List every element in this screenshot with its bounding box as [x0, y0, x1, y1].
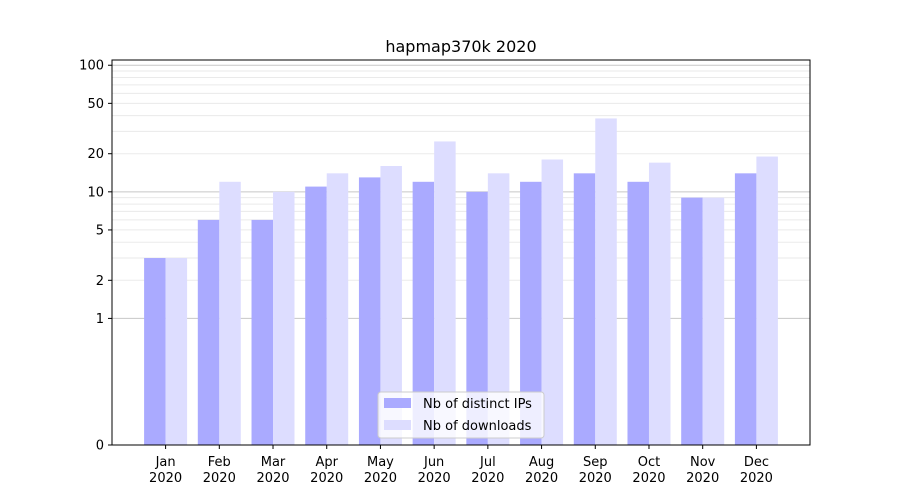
legend-label-distinct-ips: Nb of distinct IPs: [423, 397, 532, 412]
bar-nb-of-downloads-feb: [219, 181, 241, 445]
y-tick-label: 20: [87, 147, 104, 162]
x-axis-ticks: Jan 2020 Feb 2020 Mar 2020 Apr 2020 May 2020 Jun 20…: [149, 445, 773, 486]
y-axis-ticks: 0 1 2 5 10 20 50 100: [79, 59, 112, 454]
x-tick-label-dec: Dec 2020: [740, 455, 773, 486]
bar-nb-of-downloads-sep: [595, 118, 617, 445]
bar-nb-of-distinct-ips-aug: [520, 181, 542, 445]
bar-nb-of-downloads-jun: [434, 141, 456, 445]
bar-nb-of-distinct-ips-jan: [144, 258, 166, 445]
legend-label-downloads: Nb of downloads: [423, 419, 532, 434]
y-tick-label: 1: [96, 312, 104, 327]
y-tick-label: 10: [87, 185, 104, 200]
x-tick-label-may: May 2020: [364, 455, 397, 486]
x-tick-label-mar: Mar 2020: [256, 455, 289, 486]
bar-nb-of-distinct-ips-jul: [466, 191, 488, 445]
bar-nb-of-distinct-ips-feb: [197, 219, 220, 445]
bar-nb-of-downloads-oct: [648, 162, 671, 445]
bar-nb-of-downloads-apr: [326, 173, 349, 445]
bar-nb-of-downloads-dec: [756, 156, 778, 446]
y-tick-label: 50: [87, 97, 104, 112]
bar-nb-of-distinct-ips-may: [358, 177, 381, 446]
legend: Nb of distinct IPs Nb of downloads: [377, 391, 545, 439]
y-tick-label: 0: [96, 439, 104, 454]
bar-nb-of-downloads-jul: [487, 173, 510, 445]
bar-nb-of-downloads-nov: [702, 197, 725, 445]
bars: [144, 118, 778, 446]
bar-nb-of-distinct-ips-mar: [251, 219, 274, 445]
x-tick-label-nov: Nov 2020: [686, 455, 719, 486]
bar-nb-of-distinct-ips-nov: [681, 197, 703, 445]
bar-nb-of-distinct-ips-oct: [627, 181, 649, 445]
y-tick-label: 2: [96, 274, 104, 289]
bar-nb-of-distinct-ips-jun: [412, 181, 435, 445]
bar-nb-of-downloads-mar: [273, 191, 295, 445]
bar-nb-of-distinct-ips-dec: [734, 173, 757, 445]
bar-nb-of-distinct-ips-apr: [305, 186, 327, 446]
x-tick-label-sep: Sep 2020: [579, 455, 612, 486]
bar-nb-of-downloads-jan: [165, 258, 188, 445]
y-tick-label: 5: [96, 223, 104, 238]
x-tick-label-feb: Feb 2020: [203, 455, 236, 486]
x-tick-label-jul: Jul 2020: [471, 455, 504, 486]
x-tick-label-aug: Aug 2020: [525, 455, 558, 486]
y-tick-label: 100: [79, 59, 104, 74]
bar-nb-of-downloads-may: [380, 165, 402, 446]
bar-nb-of-distinct-ips-sep: [573, 173, 596, 445]
bar-nb-of-downloads-aug: [541, 159, 564, 445]
chart-title: hapmap370k 2020: [385, 37, 536, 56]
x-tick-label-jun: Jun 2020: [418, 455, 451, 486]
x-tick-label-apr: Apr 2020: [310, 455, 343, 486]
legend-swatch-downloads: [384, 420, 411, 430]
x-tick-label-oct: Oct 2020: [632, 455, 665, 486]
legend-box: [377, 391, 545, 439]
x-tick-label-jan: Jan 2020: [149, 455, 182, 486]
plot-frame: [111, 59, 811, 446]
legend-swatch-distinct-ips: [384, 398, 411, 408]
